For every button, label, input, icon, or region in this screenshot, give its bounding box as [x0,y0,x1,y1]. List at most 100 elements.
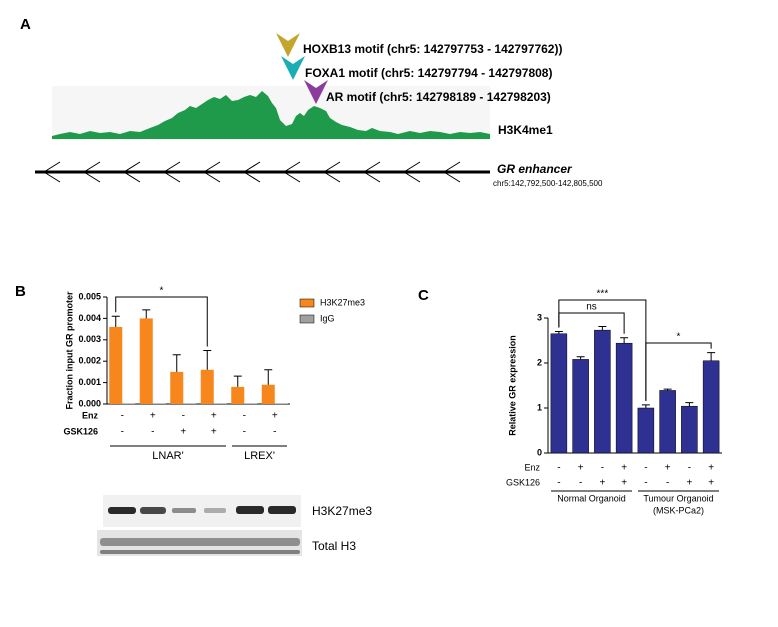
y-tick-label: 0.004 [78,313,101,323]
h3k4me1-track [52,91,490,139]
error-bar [233,375,242,387]
condition-value: - [151,427,154,438]
error-bar [663,388,672,391]
bar [244,403,258,404]
error-bar [111,315,120,327]
condition-value: + [211,427,217,438]
condition-value: + [578,463,584,474]
significance-bracket [558,312,625,334]
error-bar [142,309,151,319]
y-tick-label: 0.003 [78,334,101,344]
bar [702,360,720,454]
error-bar [576,356,585,360]
bar [572,359,589,454]
panel-label: C [418,287,429,304]
panel-label: B [15,283,26,300]
condition-value: - [601,463,604,474]
bar [109,326,123,404]
condition-value: - [243,411,246,422]
bar [550,333,568,454]
error-bar [707,352,716,361]
significance-label: ns [586,302,597,313]
motif-label: AR motif (chr5: 142798189 - 142798203) [326,90,551,104]
blot-label: Total H3 [312,539,356,553]
condition-value: + [621,463,627,474]
condition-value: - [644,463,647,474]
y-tick-label: 3 [537,312,542,322]
condition-value: - [557,478,560,489]
group-label: LREX' [244,450,275,462]
condition-value: - [273,427,276,438]
bar [231,386,245,404]
condition-value: + [150,411,156,422]
motif-arrow [304,80,328,104]
group-label: Tumour Organoid [643,493,713,503]
blot-bands [108,506,296,514]
bar [659,390,676,454]
motif-arrow [276,33,300,57]
enhancer-chevrons [43,161,461,183]
significance-label: *** [597,289,609,300]
legend-label: H3K27me3 [320,297,365,307]
condition-value: + [621,478,627,489]
group-sublabel: (MSK-PCa2) [653,505,704,515]
panel-label: A [20,16,31,33]
error-bar [264,369,273,385]
error-bar [598,326,607,331]
enhancer-label: GR enhancer [497,162,573,176]
condition-name: GSK126 [506,477,540,487]
legend-swatch [299,314,315,324]
bar [615,342,633,454]
bar [681,405,698,454]
significance-label: * [677,332,681,343]
condition-value: - [644,478,647,489]
bar [261,384,275,404]
condition-value: + [272,411,278,422]
error-bar [203,350,212,370]
y-tick-label: 0.001 [78,377,101,387]
y-tick-label: 1 [537,402,542,412]
bar [213,403,227,404]
y-tick-label: 2 [537,357,542,367]
error-bar [641,404,650,408]
condition-value: - [557,463,560,474]
condition-name: Enz [524,462,540,472]
bar [637,407,655,454]
bar [170,371,184,404]
legend-swatch [299,298,315,308]
condition-value: - [243,427,246,438]
group-label: LNAR' [152,450,183,462]
y-tick-label: 0.002 [78,356,101,366]
group-label: Normal Organoid [557,493,626,503]
track-label: H3K4me1 [498,123,553,137]
bar [594,329,611,454]
condition-value: - [121,411,124,422]
condition-name: Enz [82,410,99,420]
condition-value: + [686,478,692,489]
condition-value: - [182,411,185,422]
condition-value: - [688,463,691,474]
condition-value: - [666,478,669,489]
condition-value: + [599,478,605,489]
y-tick-label: 0 [537,447,542,457]
y-tick-label: 0.000 [78,398,101,408]
y-axis-label: Fraction input GR promoter [64,291,74,409]
error-bar [685,402,694,407]
condition-value: + [708,478,714,489]
condition-value: + [665,463,671,474]
legend-label: IgG [320,313,335,323]
condition-value: + [180,427,186,438]
error-bar [172,354,181,372]
blot-label: H3K27me3 [312,504,372,518]
bar [122,403,136,404]
motif-label: FOXA1 motif (chr5: 142797794 - 142797808… [305,66,552,80]
condition-value: - [121,427,124,438]
bar [274,403,288,404]
bar [152,403,166,404]
condition-value: + [708,463,714,474]
y-axis-label: Relative GR expression [507,335,517,436]
condition-value: + [211,411,217,422]
condition-value: - [579,478,582,489]
error-bar [620,337,629,344]
